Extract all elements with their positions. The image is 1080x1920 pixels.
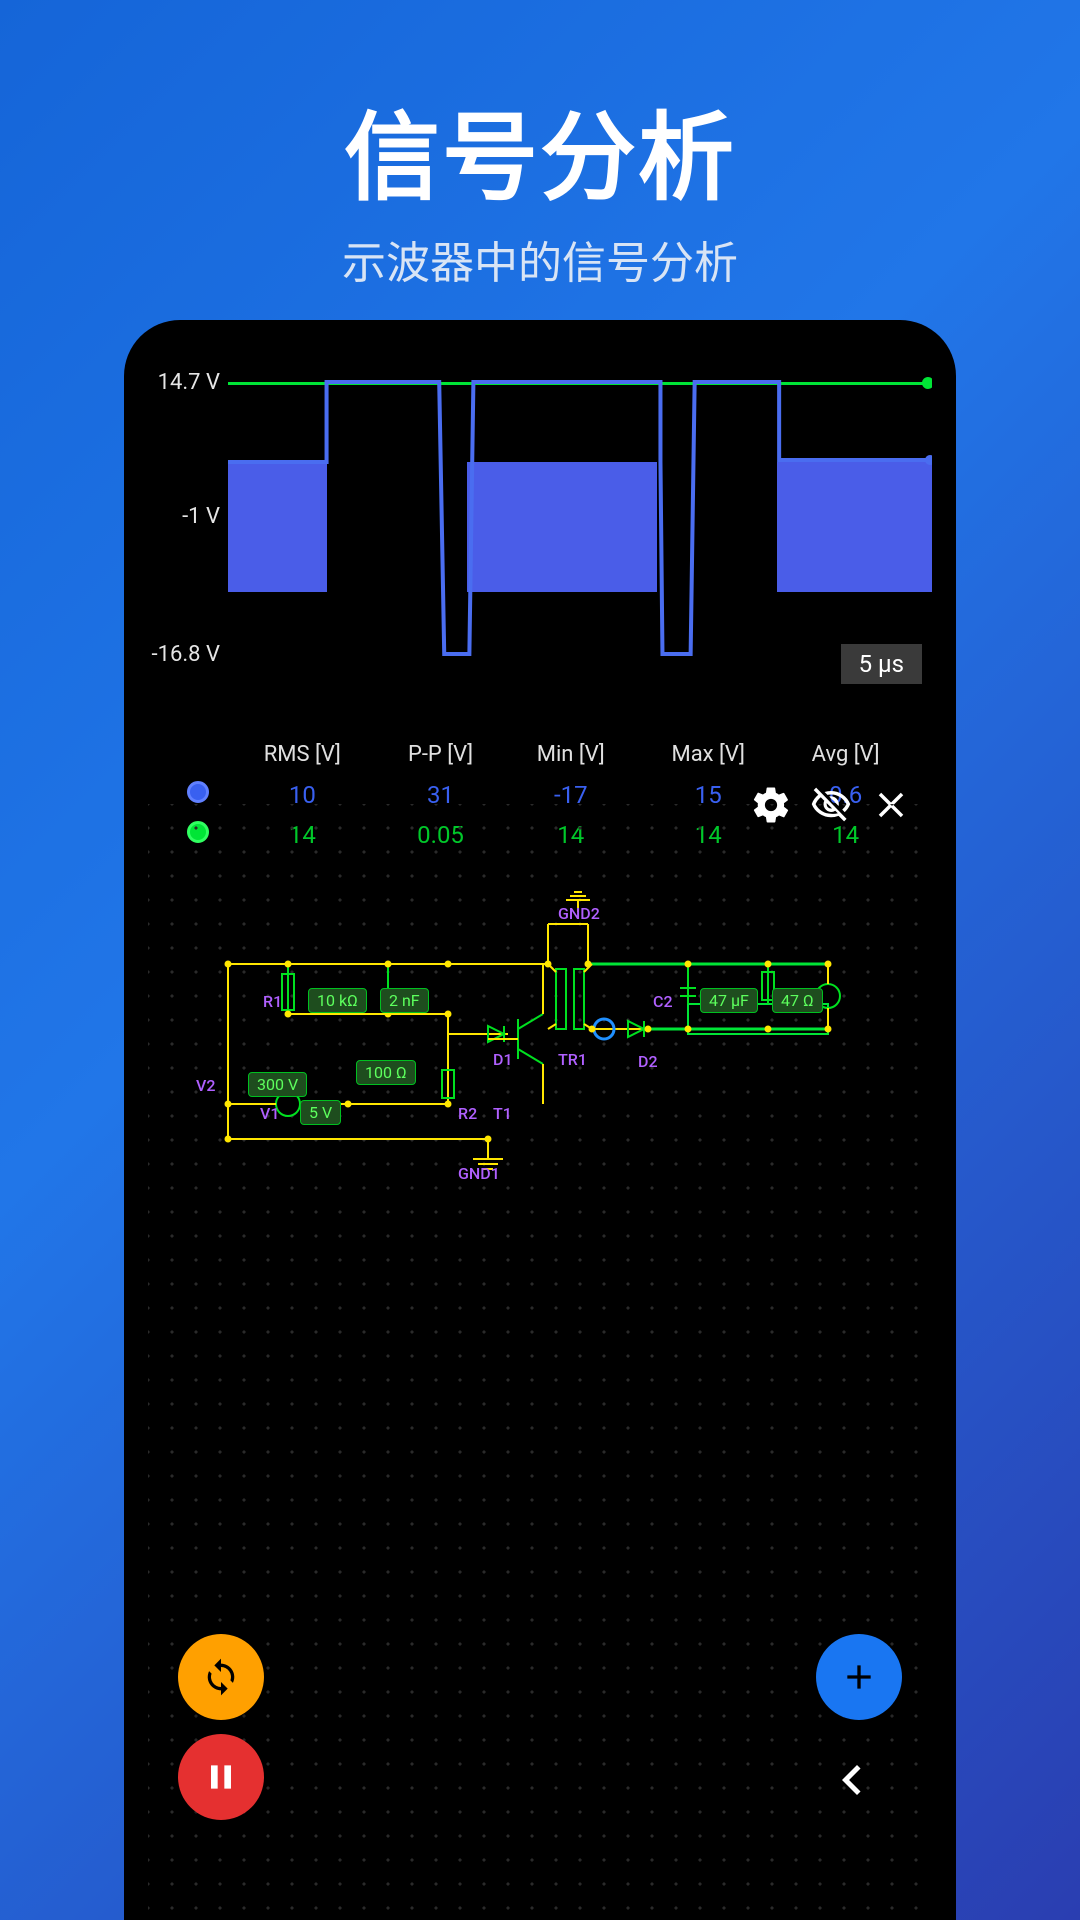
component-name-label[interactable]: GND1 — [458, 1164, 500, 1183]
component-value-label[interactable]: 10 kΩ — [308, 988, 367, 1013]
component-value-label[interactable]: 100 Ω — [356, 1060, 416, 1085]
add-button[interactable] — [816, 1634, 902, 1720]
meas-header: RMS [V] — [228, 734, 377, 775]
phone-frame: 14.7 V -1 V -16.8 V 5 µs RMS [V]P-P [V]M… — [124, 320, 956, 1920]
component-name-label[interactable]: TR1 — [558, 1050, 587, 1069]
component-name-label[interactable]: V2 — [196, 1076, 215, 1095]
component-name-label[interactable]: R2 — [458, 1104, 477, 1123]
component-value-label[interactable]: 2 nF — [380, 988, 429, 1013]
y-label-top: 14.7 V — [158, 370, 220, 395]
component-name-label[interactable]: C2 — [653, 992, 673, 1011]
component-name-label[interactable]: GND2 — [558, 904, 600, 923]
component-name-label[interactable]: V1 — [260, 1104, 279, 1123]
component-value-label[interactable]: 47 Ω — [772, 988, 823, 1013]
component-value-label[interactable]: 5 V — [300, 1100, 341, 1125]
timebase-badge[interactable]: 5 µs — [841, 644, 922, 684]
circuit-schematic — [148, 804, 932, 1244]
scope-canvas[interactable]: 5 µs — [228, 364, 932, 664]
app-screen: 14.7 V -1 V -16.8 V 5 µs RMS [V]P-P [V]M… — [148, 344, 932, 1920]
hero-subtitle: 示波器中的信号分析 — [0, 227, 1080, 291]
meas-header: Max [V] — [637, 734, 779, 775]
channel-dot-blue[interactable] — [187, 781, 209, 803]
meas-header: P-P [V] — [377, 734, 505, 775]
component-value-label[interactable]: 300 V — [248, 1072, 307, 1097]
y-label-mid: -1 V — [182, 504, 220, 529]
refresh-button[interactable] — [178, 1634, 264, 1720]
hero-title: 信号分析 — [0, 80, 1080, 219]
component-name-label[interactable]: T1 — [493, 1104, 512, 1123]
component-value-label[interactable]: 47 µF — [700, 988, 758, 1013]
component-name-label[interactable]: D2 — [638, 1052, 658, 1071]
trace-ch1 — [228, 382, 932, 654]
component-name-label[interactable]: D1 — [493, 1050, 513, 1069]
meas-header: Avg [V] — [779, 734, 912, 775]
oscilloscope[interactable]: 14.7 V -1 V -16.8 V 5 µs — [148, 364, 932, 684]
meas-header: Min [V] — [504, 734, 637, 775]
circuit-canvas[interactable]: 10 kΩ 2 nF 47 µF 47 Ω 100 Ω 300 V 5 V GND2 R1 C2 D… — [148, 804, 932, 1920]
component-name-label[interactable]: R1 — [263, 992, 282, 1011]
back-button[interactable] — [822, 1750, 882, 1810]
y-label-bot: -16.8 V — [152, 642, 220, 667]
trace-ch1-end-dot — [925, 455, 932, 465]
pause-button[interactable] — [178, 1734, 264, 1820]
